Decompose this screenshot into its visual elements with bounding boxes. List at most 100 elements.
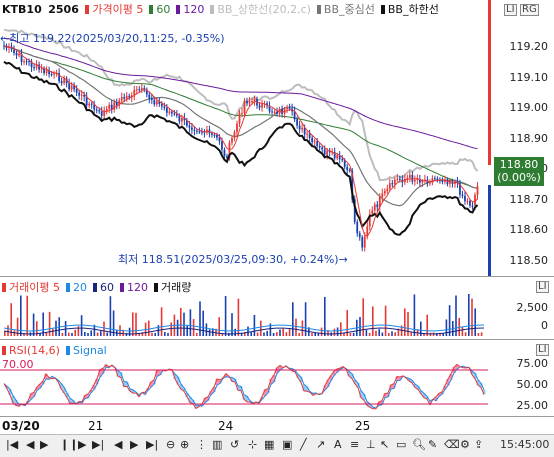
crosshair-icon[interactable]: ⊹ [248,438,258,451]
play-icon[interactable]: ▶ [40,438,49,451]
candle-body [421,181,424,183]
first-page-icon[interactable]: |◀ [6,438,19,451]
volume-legend-item-3[interactable]: 120 [119,281,151,294]
volume-corner-button[interactable]: LI [536,281,549,293]
volume-bar [93,324,96,336]
candle-body [373,204,376,211]
volume-bar [343,332,345,336]
next-icon[interactable]: ▶ [78,438,87,451]
candle-body [313,141,316,143]
pointer-icon[interactable]: ↖ [380,438,390,451]
undo-icon[interactable]: ↺ [230,438,240,451]
panel-divider[interactable] [0,276,554,277]
draw-icon[interactable]: ✎ [428,438,438,451]
candle-body [70,85,73,90]
candle-body [428,182,431,184]
time-axis[interactable]: 03/20 21 24 25 [0,416,554,435]
candle-body [461,194,464,196]
ruler-icon[interactable]: ▭ [396,438,407,451]
volume-legend-item-2[interactable]: 60 [92,281,117,294]
candle-body [168,111,171,113]
scroll-right-icon[interactable]: ▶ [130,438,139,451]
rsi-panel[interactable]: RSI(14,6) Signal 70.00 [0,341,488,416]
price-legend-item-4[interactable]: BB_중심선 [316,3,378,16]
legend-swatch [149,5,154,14]
candle-body [133,89,136,96]
candle-body [63,78,66,84]
volume-bar [477,332,480,336]
rsi-legend-item-1[interactable]: Signal [65,344,110,357]
high-annotation: ←최고 119.22(2025/03/20,11:25, -0.35%) [0,32,225,45]
price-legend-item-3[interactable]: BB_상한선(20,2,c) [210,3,314,16]
price-legend-item-1[interactable]: 60 [149,3,173,16]
window-icon[interactable]: ▣ [282,438,293,451]
candle-body [343,160,346,167]
volume-bar [256,332,259,336]
rsi-axis[interactable]: LI 75.00 50.00 25.00 [490,341,554,416]
last-page-icon[interactable]: ▶| [92,438,105,451]
fibonacci-icon[interactable]: ≡ [350,438,360,451]
corner-button-rg[interactable]: RG [520,4,539,16]
candle-body [20,53,23,62]
volume-bar [125,332,128,336]
rsi-legend-item-0[interactable]: RSI(14,6) [2,344,63,357]
volume-legend-item-0[interactable]: 거래이평 5 [2,281,63,294]
candle-body [155,101,158,105]
candle-body [40,68,43,70]
panel-divider[interactable] [0,339,554,340]
settings-icon[interactable]: ⚙ [460,438,470,451]
zoom-out-icon[interactable]: ⊖ [166,438,176,451]
candle-body [23,61,25,63]
price-chart-panel[interactable]: KTB10 2506 가격이평 5 60 120 BB_상한선(20,2,c) BB_중… [0,0,488,276]
volume-legend-item-4[interactable]: 거래량 [153,281,194,294]
export-icon[interactable]: ⇪ [474,438,484,451]
volume-bar [106,332,108,336]
prev-icon[interactable]: ◀ [26,438,35,451]
candle-body [388,183,391,189]
candle-body [120,97,123,101]
arrow-tool-icon[interactable]: ↗ [316,438,326,451]
candle-body [298,125,301,130]
rsi-legend: RSI(14,6) Signal [2,344,116,357]
corner-button-li[interactable]: LI [504,4,517,16]
zoom-in-icon[interactable]: ⊕ [180,438,190,451]
volume-bar [77,326,80,336]
price-legend-item-5[interactable]: BB_하한선 [380,3,442,16]
bar-chart-icon[interactable]: ▥ [212,438,223,451]
volume-bar [234,328,236,336]
candle-body [436,178,439,180]
pause-icon[interactable]: ❙❙ [60,438,79,451]
text-tool-icon[interactable]: A [334,438,342,451]
volume-ma-line [3,324,485,332]
erase-icon[interactable]: ⌫ [444,438,460,451]
volume-bar [384,305,387,336]
volume-bar [138,332,140,336]
price-legend-item-0[interactable]: 가격이평 5 [85,3,146,16]
date-label: 24 [218,419,234,433]
volume-bar [61,332,64,336]
price-legend-item-2[interactable]: 120 [176,3,207,16]
candle-body [8,46,10,49]
measure-icon[interactable]: ⊥ [366,438,376,451]
magnifier-icon[interactable]: 🔍︎ [412,438,426,451]
volume-bar [154,332,156,336]
candle-body [276,111,278,114]
price-chart-canvas[interactable] [0,0,488,276]
rsi-corner-button[interactable]: LI [536,344,549,356]
volume-legend-item-1[interactable]: 20 [65,281,90,294]
volume-chart-canvas[interactable] [0,278,488,339]
volume-axis[interactable]: LI 2,500 0 [490,278,554,339]
candle-body [180,117,183,122]
chart-type-icon[interactable]: ⋮ [196,438,207,451]
scroll-end-icon[interactable]: ▶| [146,438,159,451]
grid-icon[interactable]: ▦ [264,438,275,451]
line-tool-icon[interactable]: ╱ [300,438,307,451]
volume-bar [52,328,54,336]
candle-body [53,73,56,75]
volume-panel[interactable]: 거래이평 5 20 60 120 거래량 [0,278,488,339]
candle-body [60,81,63,84]
rsi-chart-canvas[interactable] [0,341,488,416]
candle-body [98,110,101,112]
scroll-left-icon[interactable]: ◀ [114,438,123,451]
price-axis[interactable]: LI RG 119.20119.10119.00118.90118.80118.… [488,0,554,276]
